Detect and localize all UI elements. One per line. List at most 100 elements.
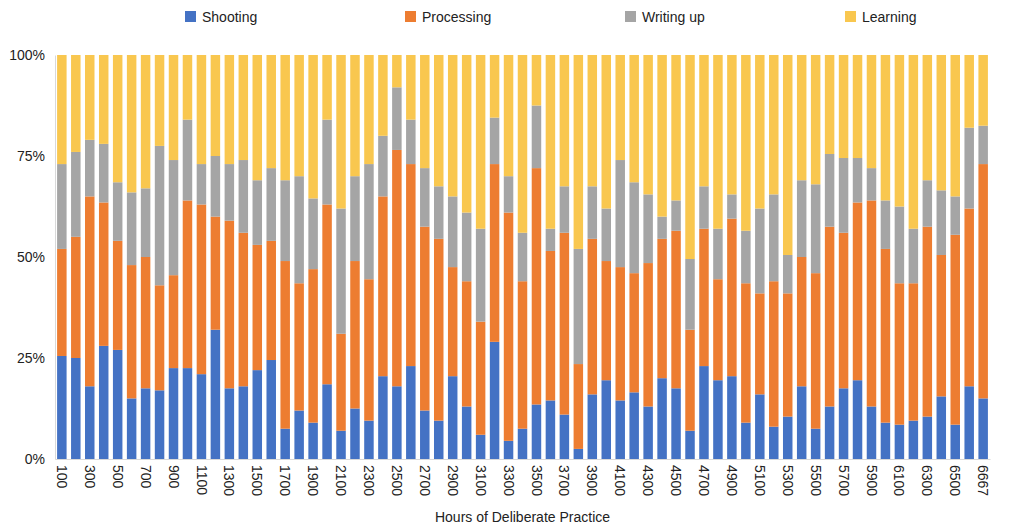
legend-item: Writing up [625,9,705,25]
bar-segment [322,55,331,120]
bar-segment [937,396,946,459]
bar-segment [322,204,331,384]
bar-segment [643,263,652,406]
bar-segment [336,431,345,459]
bar-segment [881,200,890,248]
bar-segment [574,55,583,249]
bar-segment [657,239,666,378]
x-tick-label: 2500 [389,465,405,496]
bar-segment [629,182,638,273]
bar-segment [420,168,429,227]
x-tick: 2700 [417,459,433,496]
legend-item: Learning [845,9,917,25]
bar-segment [574,449,583,459]
bar-segment [141,188,150,257]
x-tick: 3300 [501,459,517,496]
bar-segment [643,55,652,194]
bar-segment [85,140,94,197]
bar-segment [294,411,303,459]
bar-segment [950,55,959,196]
bar-segment [294,55,303,176]
bar-segment [783,255,792,293]
bar-segment [825,154,834,227]
series [57,55,988,259]
bar-segment [364,421,373,459]
bar-segment [490,55,499,118]
legend-swatch [405,11,416,22]
bar-segment [378,196,387,376]
bar-segment [811,273,820,429]
bar-segment [978,126,987,164]
bar-segment [727,55,736,194]
x-tick-label: 4500 [668,465,684,496]
bar-segment [253,245,262,370]
y-tick: 25% [17,350,55,366]
bar-segment [99,346,108,459]
bar-segment [755,209,764,294]
bar-segment [937,255,946,396]
bar-segment [615,400,624,459]
bar-segment [964,55,973,128]
bar-segment [853,158,862,202]
bar-segment [895,425,904,459]
bar-segment [183,368,192,459]
bar-segment [280,429,289,459]
bar-segment [448,196,457,267]
bar-segment [127,55,136,192]
y-tick-label: 75% [17,148,45,164]
x-tick-label: 5900 [864,465,880,496]
bar-segment [574,364,583,449]
bar-segment [950,196,959,234]
bar-segment [964,386,973,459]
bar-segment [909,421,918,459]
bar-segment [629,273,638,392]
x-tick: 700 [138,459,154,489]
bar-segment [71,55,80,152]
bar-segment [881,249,890,423]
bar-segment [141,388,150,459]
bar-segment [155,146,164,285]
bar-segment [671,388,680,459]
bar-segment [825,227,834,407]
bar-segment [127,398,136,459]
bar-segment [713,279,722,380]
x-axis: 1003005007009001100130015001700190021002… [54,459,991,496]
bar-segment [350,55,359,176]
bar-segment [434,55,443,186]
bar-segment [490,164,499,342]
bar-segment [713,55,722,229]
legend-label: Processing [422,9,491,25]
x-tick-label: 1700 [277,465,293,496]
bar-segment [797,180,806,257]
bar-segment [406,55,415,120]
legend-item: Shooting [185,9,257,25]
bar-segment [350,409,359,460]
y-axis: 0%25%50%75%100% [9,47,55,467]
bar-segment [699,55,708,186]
bar-segment [280,261,289,429]
bar-segment [99,144,108,203]
x-tick-label: 4700 [696,465,712,496]
bar-segment [546,251,555,400]
bar-segment [699,229,708,366]
bar-segment [434,421,443,459]
bar-segment [923,417,932,459]
bar-segment [978,398,987,459]
bar-segment [57,55,66,164]
y-tick: 0% [25,451,55,467]
bar-segment [448,55,457,196]
bar-segment [71,152,80,237]
bar-segment [909,283,918,420]
bar-segment [57,356,66,459]
bar-segment [588,55,597,186]
y-tick: 75% [17,148,55,164]
bar-segment [797,386,806,459]
chart-container: 0%25%50%75%100%1003005007009001100130015… [0,0,1024,528]
x-tick: 3700 [556,459,572,496]
bar-segment [420,227,429,411]
bar-segment [671,200,680,230]
bar-segment [113,182,122,241]
bar-segment [532,168,541,404]
x-tick: 1500 [249,459,265,496]
bar-segment [532,404,541,459]
